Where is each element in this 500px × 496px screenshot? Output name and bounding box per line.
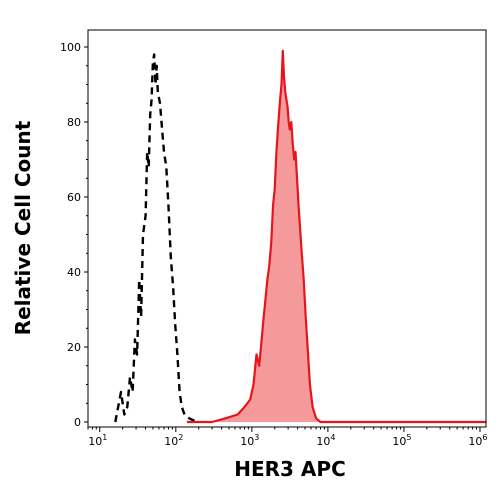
y-tick-label-40: 40	[67, 266, 81, 279]
x-tick-label-2: 102	[164, 433, 183, 448]
series-1-line	[186, 49, 486, 424]
y-tick-label-60: 60	[67, 191, 81, 204]
x-tick-label-3: 103	[240, 433, 259, 448]
series-0-line	[114, 53, 198, 424]
x-tick-label-4: 104	[316, 433, 335, 448]
x-tick-label-6: 106	[468, 433, 487, 448]
plot-frame	[87, 29, 487, 428]
y-tick-label-20: 20	[67, 341, 81, 354]
y-tick-label-100: 100	[60, 41, 81, 54]
y-tick-label-80: 80	[67, 116, 81, 129]
y-axis-title: Relative Cell Count	[11, 120, 35, 335]
plot-area	[114, 49, 486, 424]
x-tick-label-5: 105	[392, 433, 411, 448]
x-axis-title: HER3 APC	[234, 457, 346, 481]
y-tick-label-0: 0	[74, 416, 81, 429]
x-tick-label-1: 101	[88, 433, 107, 448]
series-1-fill	[186, 50, 486, 423]
axes: 0 20 40 60 80 100 101 102 103 104 105 106	[60, 29, 488, 448]
